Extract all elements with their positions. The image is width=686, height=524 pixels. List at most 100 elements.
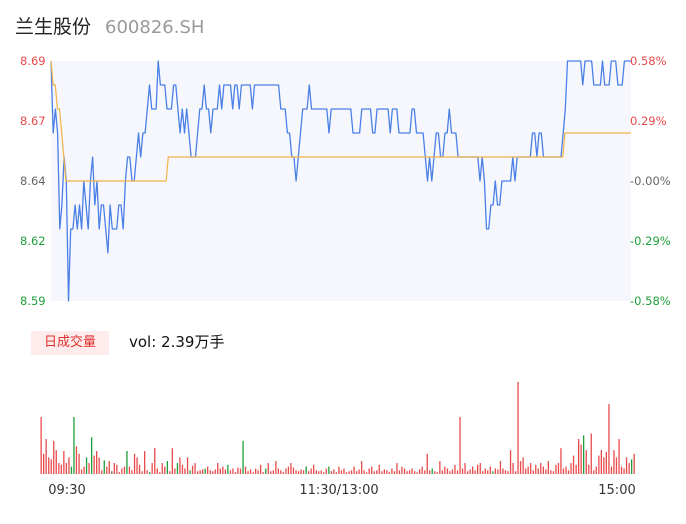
title-row: 兰生股份 600826.SH <box>15 12 204 40</box>
volume-bar <box>128 466 131 474</box>
volume-bar <box>280 470 282 474</box>
volume-bar <box>282 472 284 474</box>
volume-bar <box>199 470 201 474</box>
volume-bar <box>78 453 80 474</box>
volume-bar <box>565 466 567 474</box>
volume-bar <box>229 470 232 474</box>
volume-bar <box>393 471 396 474</box>
volume-bar <box>237 467 239 474</box>
volume-bar <box>572 455 575 474</box>
volume-bar <box>517 382 519 474</box>
percent-tick-label: 0.29% <box>630 114 667 128</box>
volume-bar <box>154 448 156 474</box>
volume-bar <box>484 468 486 474</box>
volume-bar <box>509 450 512 474</box>
volume-bar <box>345 472 348 474</box>
volume-bar <box>578 439 580 474</box>
volume-bar <box>108 461 110 474</box>
time-tick-label: 15:00 <box>598 483 635 498</box>
volume-bar <box>166 461 168 474</box>
volume-bar <box>371 466 373 474</box>
volume-bar <box>45 439 47 474</box>
volume-bar <box>540 463 542 474</box>
volume-bar <box>542 466 544 474</box>
volume-bar <box>285 468 287 474</box>
volume-bar <box>353 466 355 474</box>
volume-bar <box>204 468 206 474</box>
volume-bar <box>340 470 343 474</box>
volume-bar <box>295 470 297 474</box>
volume-bar <box>436 472 438 474</box>
volume-bar <box>497 469 499 474</box>
volume-bar <box>477 464 479 474</box>
volume-bar <box>265 468 267 474</box>
volume-bar <box>431 468 433 474</box>
volume-bar <box>68 457 70 474</box>
volume-bar <box>73 417 75 474</box>
volume-bar <box>302 470 305 474</box>
volume-bar <box>224 469 226 474</box>
volume-bar <box>406 471 408 474</box>
volume-bar <box>234 472 237 474</box>
price-tick-label: 8.67 <box>20 114 46 128</box>
volume-bar <box>391 468 393 474</box>
volume-bar <box>527 466 529 474</box>
volume-bar <box>628 463 630 474</box>
volume-bar <box>335 472 337 474</box>
volume-bar <box>580 444 582 474</box>
price-line <box>50 60 631 302</box>
volume-bar <box>91 437 93 474</box>
volume-bar <box>492 471 494 474</box>
volume-bar <box>350 470 353 474</box>
volume-bar <box>593 470 595 474</box>
volume-bar <box>239 468 242 474</box>
volume-bar <box>249 469 252 474</box>
volume-bar <box>583 435 585 474</box>
volume-bar <box>60 464 62 474</box>
volume-label: vol: 2.39万手 <box>129 333 225 351</box>
volume-bar <box>361 461 363 474</box>
volume-bar <box>65 463 67 474</box>
volume-bar <box>328 466 330 474</box>
volume-bar <box>169 471 171 474</box>
volume-bar <box>310 468 312 474</box>
volume-bar <box>292 467 295 474</box>
volume-bar <box>502 468 504 474</box>
volume-bar <box>305 466 307 474</box>
volume-bar <box>151 463 153 474</box>
volume-bar <box>560 448 562 474</box>
volume-bar <box>588 464 590 474</box>
volume-bar <box>401 466 403 474</box>
volume-bar <box>161 463 163 474</box>
volume-bar <box>116 464 118 474</box>
price-tick-label: 8.64 <box>20 174 46 188</box>
volume-bar <box>519 461 522 474</box>
volume-bar <box>121 468 123 474</box>
volume-bar <box>275 461 277 474</box>
volume-bar <box>381 471 383 474</box>
volume-bar <box>451 469 454 474</box>
volume-bar <box>113 463 115 474</box>
volume-bar <box>421 466 423 474</box>
volume-bar <box>88 463 90 474</box>
volume-bar <box>547 461 549 474</box>
volume-bar <box>613 450 615 474</box>
volume-bar <box>363 470 365 474</box>
volume-bar <box>164 466 166 474</box>
stock-code: 600826.SH <box>105 17 205 38</box>
volume-bar <box>545 469 547 474</box>
volume-bar <box>247 471 249 474</box>
volume-bar <box>575 464 577 474</box>
volume-bar <box>504 470 507 474</box>
volume-bar <box>479 463 481 474</box>
volume-bar <box>212 471 214 474</box>
volume-bar <box>267 463 269 474</box>
volume-bar <box>174 468 176 474</box>
volume-bar <box>449 471 451 474</box>
volume-bar <box>386 470 388 474</box>
volume-bar <box>522 457 524 474</box>
volume-bar <box>133 453 136 474</box>
volume-bar <box>194 463 196 474</box>
volume-badge[interactable]: 日成交量 <box>31 331 109 355</box>
